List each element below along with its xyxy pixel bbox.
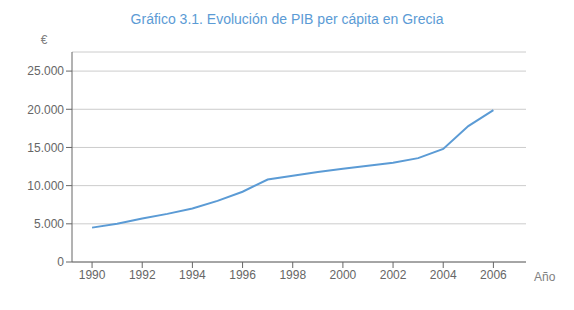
html-text:Gráfico 3.1. Evolución de PIB: Gráfico 3.1. Evolución de PIB per cápita… [130, 11, 444, 27]
svg-text:Año: Año [534, 270, 556, 284]
svg-text:1994: 1994 [179, 268, 206, 282]
svg-text:0: 0 [57, 255, 64, 269]
svg-text:1990: 1990 [79, 268, 106, 282]
svg-text:€: € [41, 33, 48, 47]
svg-text:2006: 2006 [480, 268, 507, 282]
svg-text:1992: 1992 [129, 268, 156, 282]
svg-text:2004: 2004 [430, 268, 457, 282]
svg-text:2000: 2000 [330, 268, 357, 282]
svg-text:10.000: 10.000 [27, 179, 64, 193]
svg-text:1996: 1996 [229, 268, 256, 282]
svg-text:20.000: 20.000 [27, 103, 64, 117]
svg-text:15.000: 15.000 [27, 141, 64, 155]
svg-text:25.000: 25.000 [27, 64, 64, 78]
svg-text:2002: 2002 [380, 268, 407, 282]
svg-text:1998: 1998 [279, 268, 306, 282]
svg-text:5.000: 5.000 [34, 217, 64, 231]
